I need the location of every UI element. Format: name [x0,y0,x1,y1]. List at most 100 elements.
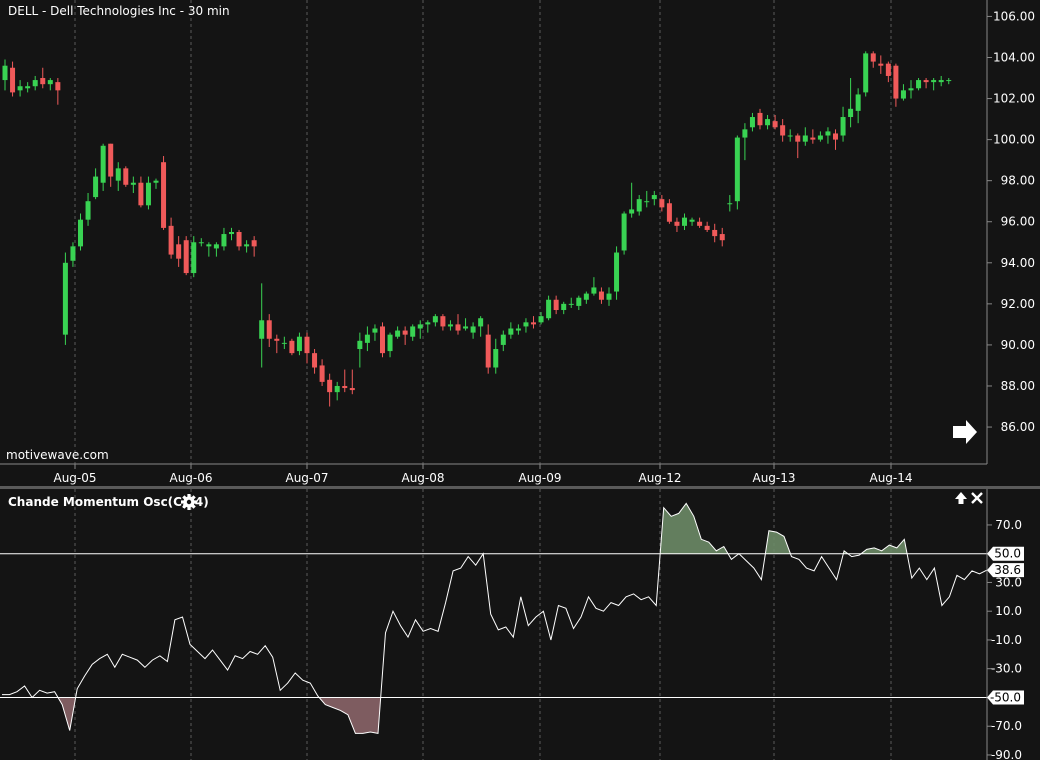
candle [923,78,929,89]
candle [561,301,567,315]
x-tick-label: Aug-13 [752,471,795,485]
candle [357,332,363,368]
candle [161,156,167,230]
pane-divider[interactable] [0,486,1040,489]
price-pane[interactable]: 86.00 88.00 90.00 92.00 94.00 96.00 98.00 100.0… [0,0,1035,485]
candle-body [40,78,46,85]
oscillator-series [2,502,988,734]
candle-body [629,209,635,214]
osc-y-tick-label: -90.0 [991,748,1022,760]
candle [10,61,16,97]
candle-body [78,219,83,247]
candle-body [395,330,401,337]
candle [908,80,914,99]
candle-body [923,80,929,83]
oscillator-pane[interactable]: 70.0 30.0 10.0 -10.0 -30.0 -70.0 -90.0 50.0 -50.… [0,489,1024,760]
candle-body [176,244,182,259]
candle-body [213,244,219,249]
candle [704,221,710,232]
candle [70,242,76,267]
candle [523,318,529,333]
candle [712,223,718,243]
candle [47,78,53,91]
candle [312,349,318,374]
oscillator-fill [861,539,908,554]
candle [576,295,582,311]
oscillator-title: Chande Momentum Osc(C,14) [8,495,209,509]
candle-body [727,203,733,205]
candle [666,199,672,224]
candle [183,236,189,276]
candle-body [447,324,453,327]
candle [425,320,431,333]
candle-body [55,82,61,91]
y-tick-label: 86.00 [1001,420,1035,434]
candle [515,324,521,335]
price-candles [2,51,952,407]
candle [221,227,227,251]
candle-body [538,316,544,323]
candle-body [115,168,121,181]
candle-body [855,94,861,111]
candle-body [191,242,197,274]
current-value-tag-background [987,563,1024,578]
candle-body [568,303,574,305]
candle-body [62,262,68,335]
candle [145,176,151,210]
candle [568,297,574,308]
oscillator-levels [0,553,987,698]
candle [651,190,657,206]
arrow-right-icon[interactable] [953,420,977,444]
oscillator-y-axis[interactable]: 70.0 30.0 10.0 -10.0 -30.0 -70.0 -90.0 50.0 -50.… [987,518,1024,760]
candle [598,287,604,304]
upper-level-tag-text: 50.0 [994,547,1021,561]
candle-body [198,242,204,244]
candle-body [221,234,227,247]
candle-body [266,320,272,339]
candle-body [380,326,385,354]
candle-body [236,232,242,247]
candle-body [372,328,378,333]
candle-body [931,80,937,83]
current-value-tag-text: 38.6 [994,563,1021,577]
price-chart-title: DELL - Dell Technologies Inc - 30 min [8,4,230,18]
candle [674,217,680,232]
candle-body [523,322,529,327]
candle-body [833,133,838,140]
upper-level-tag: 50.0 [987,546,1024,561]
candle-body [515,328,521,331]
x-tick-label: Aug-14 [869,471,912,485]
candle [130,176,136,193]
candle-body [327,379,333,393]
y-tick-label: 98.00 [1001,174,1035,188]
candle [538,312,544,325]
candle-body [704,225,710,230]
candle [259,283,265,368]
candle-body [25,86,31,89]
time-axis[interactable]: Aug-05 Aug-06 Aug-07 Aug-08 Aug-09 Aug-12 Aug-… [53,464,913,485]
candle-body [342,385,348,389]
candle-body [493,349,499,368]
osc-y-tick-label: 10.0 [995,604,1022,618]
candle [531,316,536,329]
candle [229,227,234,241]
candle [916,78,922,91]
candle [848,78,854,128]
candle [629,182,635,218]
gear-icon[interactable] [181,494,197,510]
arrow-up-icon[interactable] [955,492,967,504]
candle [500,330,506,352]
candle [410,324,416,341]
candle-body [893,65,899,99]
candle-body [410,326,416,337]
candle [244,240,250,253]
candle [251,236,257,257]
candle-body [206,244,212,247]
candle [395,326,401,339]
candle-body [402,330,408,335]
candle [659,195,665,212]
close-icon[interactable] [971,492,983,504]
candle-body [697,221,703,226]
price-y-axis[interactable]: 86.00 88.00 90.00 92.00 94.00 96.00 98.00 100.0… [987,9,1035,434]
